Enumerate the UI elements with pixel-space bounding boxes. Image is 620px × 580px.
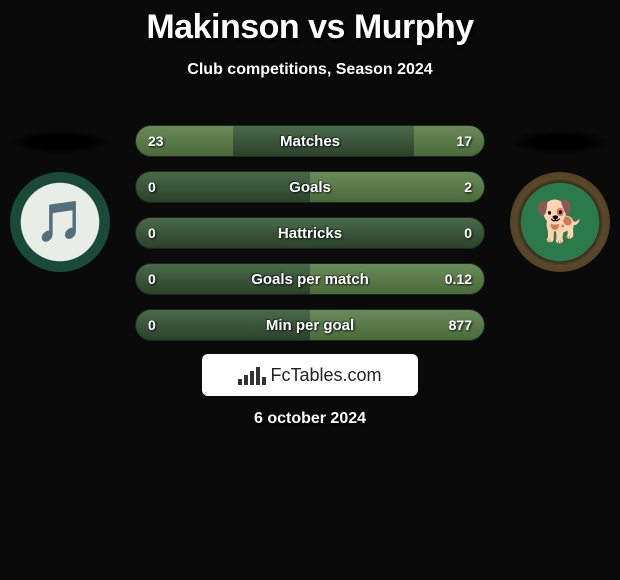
stat-row-matches: 23 Matches 17 <box>135 125 485 157</box>
fctables-badge: FcTables.com <box>202 354 418 396</box>
page-title: Makinson vs Murphy <box>0 0 620 47</box>
stat-label: Min per goal <box>266 317 354 334</box>
bar-fill-right <box>310 172 484 202</box>
stat-value-left: 0 <box>148 271 156 287</box>
subtitle: Club competitions, Season 2024 <box>0 61 620 79</box>
stat-value-left: 0 <box>148 317 156 333</box>
stat-value-right: 0 <box>464 225 472 241</box>
bar-chart-icon <box>238 365 266 385</box>
date-label: 6 october 2024 <box>0 410 620 428</box>
harp-icon: 🎵 <box>35 202 85 242</box>
stat-row-min-per-goal: 0 Min per goal 877 <box>135 309 485 341</box>
stats-list: 23 Matches 17 0 Goals 2 0 Hattricks 0 0 … <box>135 125 485 355</box>
crest-ring-right: 🐕 <box>510 172 610 272</box>
stat-label: Goals per match <box>251 271 369 288</box>
stat-label: Hattricks <box>278 225 342 242</box>
bar-fill-right <box>414 126 484 156</box>
stat-row-goals: 0 Goals 2 <box>135 171 485 203</box>
stat-value-right: 0.12 <box>445 271 472 287</box>
fctables-text: FcTables.com <box>270 365 381 386</box>
comparison-card: Makinson vs Murphy Club competitions, Se… <box>0 0 620 580</box>
right-player-crest: 🐕 <box>505 130 615 272</box>
crest-ring-left: 🎵 <box>10 172 110 272</box>
dog-icon: 🐕 <box>535 202 585 242</box>
stat-label: Matches <box>280 133 340 150</box>
stat-row-hattricks: 0 Hattricks 0 <box>135 217 485 249</box>
stat-value-left: 0 <box>148 179 156 195</box>
stat-value-left: 0 <box>148 225 156 241</box>
crest-shadow <box>10 130 110 154</box>
stat-row-goals-per-match: 0 Goals per match 0.12 <box>135 263 485 295</box>
stat-value-right: 17 <box>456 133 472 149</box>
stat-value-right: 877 <box>449 317 472 333</box>
stat-value-right: 2 <box>464 179 472 195</box>
stat-value-left: 23 <box>148 133 164 149</box>
crest-shadow <box>510 130 610 154</box>
stat-label: Goals <box>289 179 331 196</box>
left-player-crest: 🎵 <box>5 130 115 272</box>
